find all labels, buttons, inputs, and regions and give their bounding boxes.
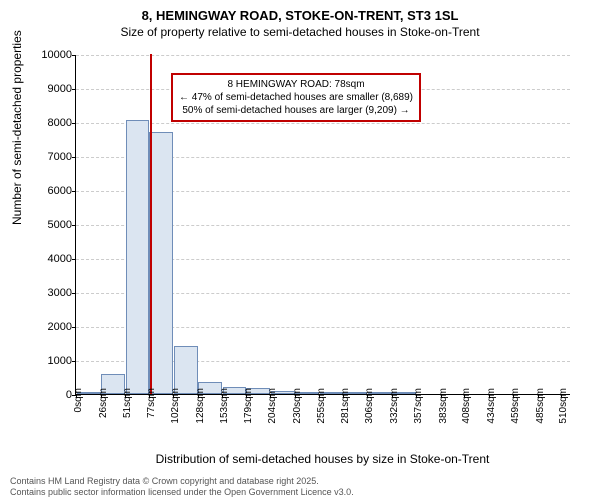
property-marker-line	[150, 54, 152, 394]
x-tick-label: 179sqm	[243, 388, 254, 424]
y-tick-label: 1000	[12, 355, 72, 367]
x-tick-label: 357sqm	[413, 388, 424, 424]
x-tick-label: 255sqm	[316, 388, 327, 424]
x-tick-label: 102sqm	[170, 388, 181, 424]
y-tick-label: 7000	[12, 151, 72, 163]
x-tick-label: 306sqm	[364, 388, 375, 424]
annotation-line-1: 8 HEMINGWAY ROAD: 78sqm	[179, 78, 413, 91]
y-tick-label: 9000	[12, 83, 72, 95]
x-tick-label: 128sqm	[195, 388, 206, 424]
x-tick-label: 485sqm	[535, 388, 546, 424]
x-tick-label: 204sqm	[267, 388, 278, 424]
x-tick-label: 332sqm	[389, 388, 400, 424]
footer-attribution: Contains HM Land Registry data © Crown c…	[10, 476, 354, 498]
y-tick-label: 10000	[12, 49, 72, 61]
y-tick-label: 0	[12, 389, 72, 401]
x-tick-label: 26sqm	[98, 388, 109, 418]
histogram-bar	[149, 132, 173, 394]
y-tick-label: 2000	[12, 321, 72, 333]
x-tick-label: 77sqm	[146, 388, 157, 418]
histogram-bar	[126, 120, 150, 394]
chart-title-1: 8, HEMINGWAY ROAD, STOKE-ON-TRENT, ST3 1…	[0, 0, 600, 23]
y-tick-label: 8000	[12, 117, 72, 129]
footer-line-2: Contains public sector information licen…	[10, 487, 354, 498]
y-tick-label: 4000	[12, 253, 72, 265]
x-tick-label: 383sqm	[438, 388, 449, 424]
x-tick-label: 230sqm	[292, 388, 303, 424]
x-tick-label: 510sqm	[558, 388, 569, 424]
chart-plot-area: 0sqm26sqm51sqm77sqm102sqm128sqm153sqm179…	[75, 55, 570, 395]
property-annotation: 8 HEMINGWAY ROAD: 78sqm← 47% of semi-det…	[171, 73, 421, 122]
x-tick-label: 51sqm	[122, 388, 133, 418]
x-tick-label: 0sqm	[73, 388, 84, 412]
x-tick-label: 281sqm	[340, 388, 351, 424]
x-tick-label: 434sqm	[486, 388, 497, 424]
x-tick-label: 459sqm	[510, 388, 521, 424]
y-tick-label: 6000	[12, 185, 72, 197]
histogram-bar	[174, 346, 198, 394]
x-tick-label: 408sqm	[461, 388, 472, 424]
chart-title-2: Size of property relative to semi-detach…	[0, 23, 600, 39]
annotation-line-3: 50% of semi-detached houses are larger (…	[179, 104, 413, 117]
y-tick-label: 3000	[12, 287, 72, 299]
x-axis-label: Distribution of semi-detached houses by …	[75, 452, 570, 466]
y-tick-label: 5000	[12, 219, 72, 231]
annotation-line-2: ← 47% of semi-detached houses are smalle…	[179, 91, 413, 104]
x-tick-label: 153sqm	[219, 388, 230, 424]
footer-line-1: Contains HM Land Registry data © Crown c…	[10, 476, 354, 487]
